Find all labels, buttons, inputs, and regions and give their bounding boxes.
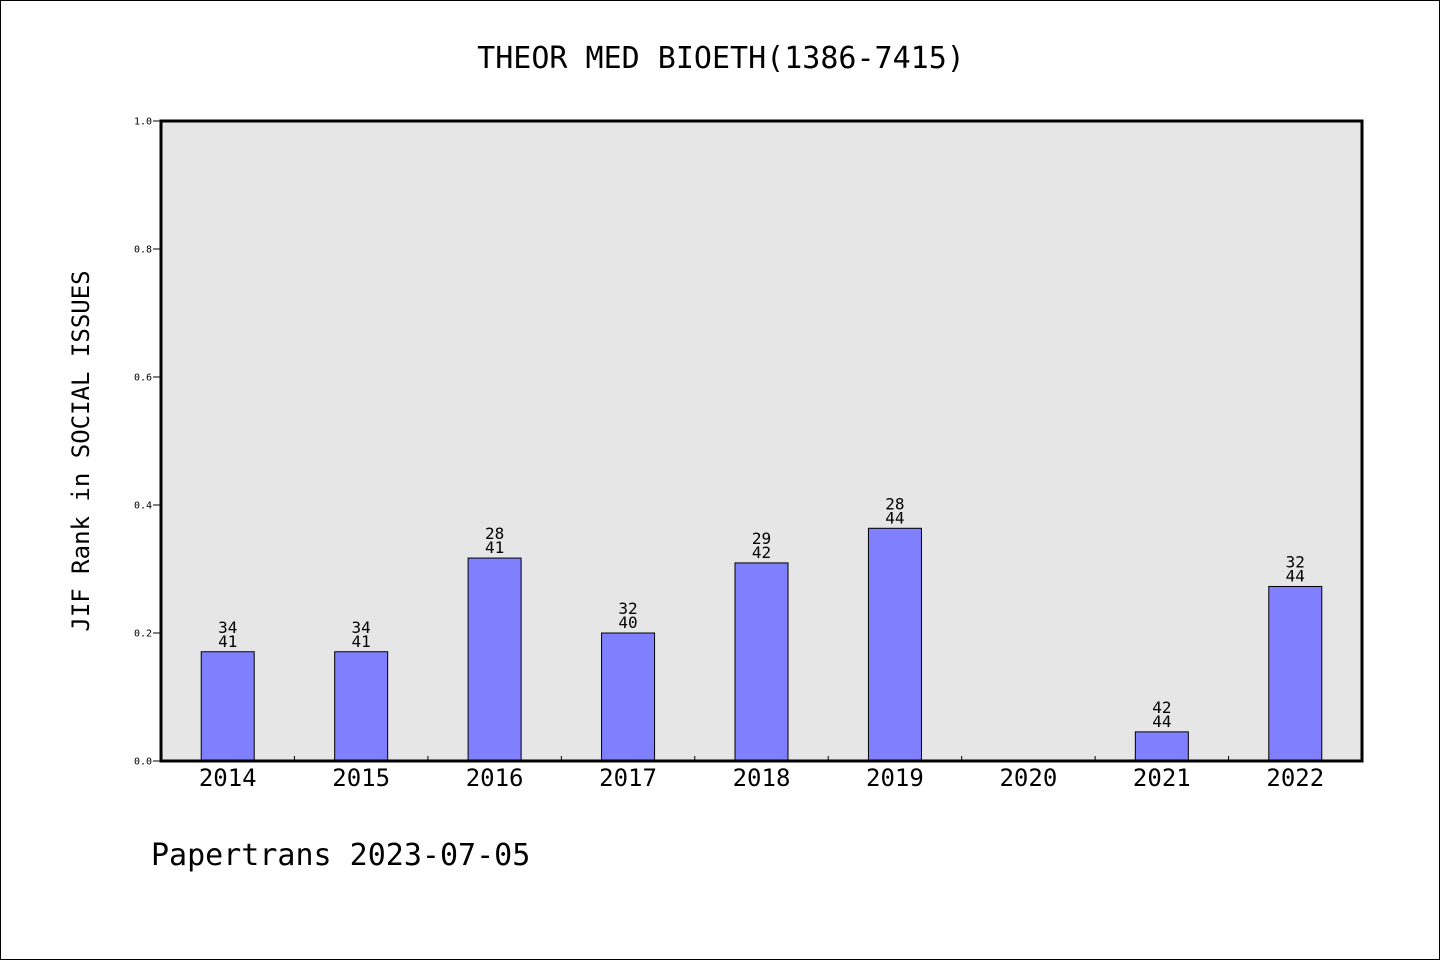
x-tick-label: 2022 (1266, 764, 1324, 792)
y-tick-label: 1.0 (134, 117, 152, 128)
y-tick-label: 0.4 (134, 501, 152, 512)
bar-rank-label: 32 (618, 599, 637, 618)
bar-total-label: 44 (885, 508, 904, 527)
bars-layer (200, 527, 1323, 762)
chart-title: THEOR MED BIOETH(1386-7415) (477, 41, 965, 76)
bar-rank-label: 32 (1286, 552, 1305, 571)
x-tick-label: 2021 (1133, 764, 1191, 792)
footer-credit: Papertrans 2023-07-05 (151, 838, 530, 873)
x-tick-label: 2019 (866, 764, 924, 792)
bar-2021 (1134, 731, 1189, 762)
bar-rank-label: 28 (485, 524, 504, 543)
bar-total-label: 44 (1286, 566, 1305, 585)
bar-total-label: 41 (352, 632, 371, 651)
y-tick-label: 0.6 (134, 373, 152, 384)
bar-2022 (1268, 585, 1323, 762)
bar-total-label: 41 (218, 632, 237, 651)
x-tick-label: 2020 (999, 764, 1057, 792)
axis-ticks-layer: 0.0 0.2 0.4 0.6 0.8 1.0 2014 2015 2016 2017 2018 20… (134, 117, 1324, 793)
x-tick-label: 2016 (466, 764, 524, 792)
bar-total-label: 41 (485, 538, 504, 557)
x-tick-label: 2015 (332, 764, 390, 792)
bar-rank-label: 42 (1152, 698, 1171, 717)
bar-2017 (601, 632, 656, 762)
x-tick-label: 2017 (599, 764, 657, 792)
bar-rank-label: 29 (752, 529, 771, 548)
y-axis-label: JIF Rank in SOCIAL ISSUES (67, 270, 95, 631)
bar-rank-label: 34 (352, 618, 371, 637)
y-tick-label: 0.0 (134, 757, 152, 768)
plot-border (159, 119, 1364, 763)
y-tick-label: 0.8 (134, 245, 152, 256)
bar-total-label: 44 (1152, 712, 1171, 731)
bar-total-label: 42 (752, 543, 771, 562)
bar-rank-label: 34 (218, 618, 237, 637)
y-tick-label: 0.2 (134, 629, 152, 640)
bar-2014 (200, 651, 255, 762)
bar-rank-label: 28 (885, 494, 904, 513)
x-tick-label: 2018 (733, 764, 791, 792)
bar-total-label: 40 (618, 613, 637, 632)
x-tick-label: 2014 (199, 764, 257, 792)
bar-2016 (467, 557, 522, 762)
bar-2018 (734, 562, 789, 762)
bar-2019 (867, 527, 922, 762)
bar-2015 (334, 651, 389, 762)
